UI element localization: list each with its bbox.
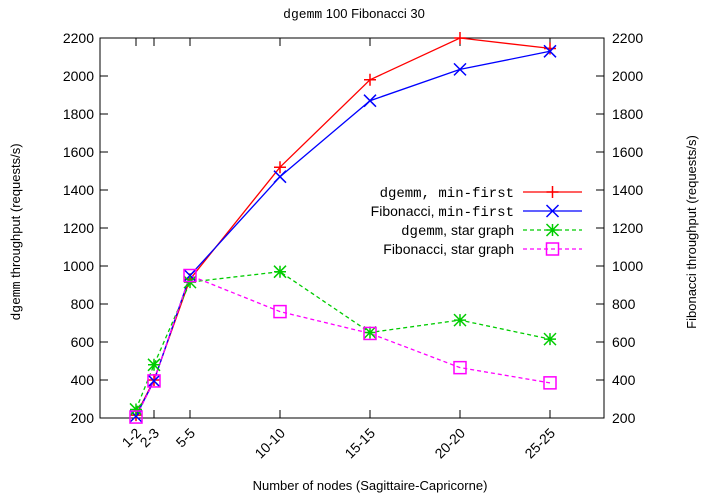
y-tick-label-left: 1600 — [63, 144, 94, 160]
x-tick-label: 25-25 — [521, 425, 558, 462]
y-tick-label-right: 2000 — [612, 68, 643, 84]
marker-star — [129, 402, 143, 416]
marker-square — [363, 326, 377, 341]
marker-star — [453, 313, 467, 327]
y-tick-label-right: 600 — [612, 334, 636, 350]
y-tick-label-left: 1400 — [63, 182, 94, 198]
chart-title-mono: dgemm — [283, 7, 322, 22]
y-tick-label-left: 1000 — [63, 258, 94, 274]
marker-plus — [546, 186, 559, 198]
legend-text-part: dgemm, min-first — [380, 186, 514, 202]
y-tick-label-left: 2200 — [63, 30, 94, 46]
marker-square — [147, 374, 161, 388]
marker-square — [183, 268, 197, 283]
legend-label-1: dgemm, min-first — [380, 186, 514, 202]
y-ticks-left: 200 400 600 800 1000 1200 1400 1600 1800 2000 2200 — [63, 30, 108, 426]
marker-x — [273, 170, 287, 184]
legend-text-part: , star graph — [443, 222, 514, 238]
y-tick-label-right: 800 — [612, 296, 636, 312]
y-tick-label-left: 2000 — [63, 68, 94, 84]
legend-text-part: Fibonacci, — [371, 203, 439, 219]
series-line-4 — [135, 274, 551, 418]
legend-text-part: Fibonacci, star graph — [383, 241, 514, 257]
y-ticks-right: 200 400 600 800 1000 1200 1400 1600 1800 2000 2200 — [596, 30, 643, 426]
y-tick-label-left: 800 — [71, 296, 95, 312]
marker-star — [273, 265, 287, 279]
y-tick-label-right: 1000 — [612, 258, 643, 274]
marker-x — [543, 44, 557, 58]
marker-plus — [364, 73, 376, 86]
marker-x — [147, 374, 161, 388]
marker-square — [129, 410, 143, 424]
x-tick-label: 10-10 — [251, 425, 288, 462]
plot-frame — [99, 37, 605, 419]
marker-plus — [454, 32, 466, 44]
legend-text-part: dgemm — [401, 224, 443, 240]
marker-x — [183, 268, 197, 283]
x-tick-label: 5-5 — [172, 425, 198, 451]
y-tick-label-left: 200 — [71, 410, 95, 426]
y-tick-label-left: 400 — [71, 372, 95, 388]
legend-label-2: Fibonacci, min-first — [371, 203, 514, 221]
series-markers — [129, 32, 557, 424]
y-tick-label-right: 400 — [612, 372, 636, 388]
marker-square — [453, 360, 467, 375]
y-axis-label-left-rest: throughput (requests/s) — [8, 143, 23, 281]
x-axis-label: Number of nodes (Sagittaire-Capricorne) — [253, 478, 488, 493]
chart-title-rest: 100 Fibonacci 30 — [322, 6, 425, 21]
marker-star — [147, 358, 161, 372]
y-tick-label-right: 1600 — [612, 144, 643, 160]
y-tick-label-right: 1800 — [612, 106, 643, 122]
y-tick-label-right: 1200 — [612, 220, 643, 236]
legend-label-3: dgemm, star graph — [401, 222, 514, 240]
marker-square — [545, 242, 560, 256]
legend-label-4: Fibonacci, star graph — [383, 241, 514, 257]
y-axis-label-left: dgemm throughput (requests/s) — [8, 143, 24, 320]
marker-plus — [544, 42, 556, 55]
chart-title: dgemm 100 Fibonacci 30 — [283, 6, 425, 22]
y-tick-label-right: 1400 — [612, 182, 643, 198]
y-axis-label-left-mono: dgemm — [9, 281, 24, 320]
x-tick-label: 15-15 — [341, 425, 378, 462]
y-tick-label-right: 2200 — [612, 30, 643, 46]
y-axis-label-right: Fibonacci throughput (requests/s) — [684, 135, 699, 329]
y-tick-label-left: 1200 — [63, 220, 94, 236]
marker-x — [129, 409, 143, 423]
marker-x — [453, 62, 467, 76]
y-tick-label-left: 1800 — [63, 106, 94, 122]
x-tick-label: 20-20 — [431, 425, 468, 462]
marker-star — [543, 332, 557, 346]
legend-text-part: min-first — [438, 205, 514, 221]
series-line-3 — [135, 271, 551, 410]
marker-square — [273, 304, 287, 319]
y-tick-label-left: 600 — [71, 334, 95, 350]
marker-x — [363, 94, 377, 108]
y-tick-label-right: 200 — [612, 410, 636, 426]
marker-star — [545, 223, 560, 237]
marker-plus — [274, 161, 286, 174]
plot-border — [99, 37, 605, 419]
marker-square — [543, 376, 557, 390]
x-tick-label: 2-3 — [136, 425, 162, 451]
marker-star — [363, 325, 377, 340]
marker-x — [545, 204, 560, 218]
